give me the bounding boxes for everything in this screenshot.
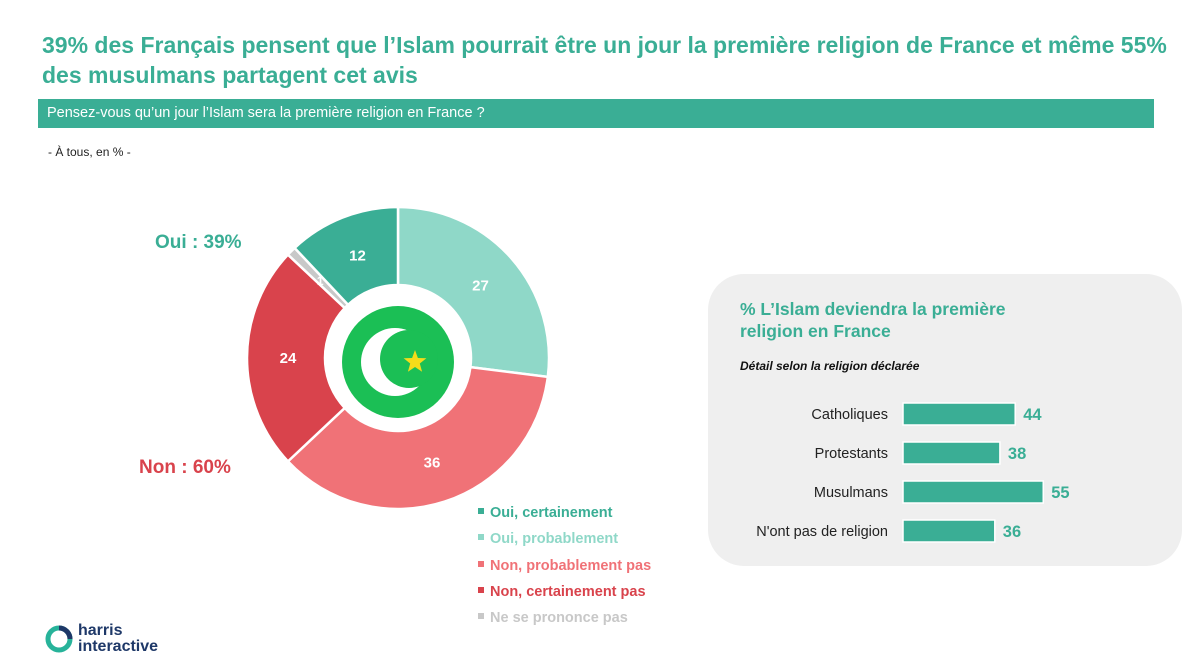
panel-subtitle: Détail selon la religion déclarée: [740, 359, 920, 373]
bar-category-label: N'ont pas de religion: [756, 524, 888, 540]
logo-ring-icon: [45, 625, 73, 653]
harris-interactive-logo: harris interactive: [45, 622, 185, 658]
donut-label-non-certainement-pas: 24: [280, 350, 297, 367]
legend-label: Non, certainement pas: [490, 583, 646, 600]
bar-category-label: Musulmans: [814, 485, 888, 501]
bar-value-label: 38: [1008, 445, 1026, 463]
question-text: Pensez-vous qu’un jour l’Islam sera la p…: [47, 105, 485, 121]
donut-slices: [245, 205, 551, 511]
legend-item-non-probablement-pas: Non, probablement pas: [478, 558, 651, 584]
oui-total-label: Oui : 39%: [155, 232, 242, 253]
legend-item-oui-certainement: Oui, certainement: [478, 505, 651, 531]
question-banner: Pensez-vous qu’un jour l’Islam sera la p…: [38, 99, 1154, 128]
panel-title: % L’Islam deviendra la première religion…: [740, 299, 1006, 341]
donut-slice-non-certainement-pas: [245, 252, 347, 464]
donut-label-oui-certainement: 12: [349, 248, 366, 265]
donut-labels: 27 36 24 1 12: [280, 248, 489, 472]
non-total-label: Non : 60%: [139, 457, 231, 478]
donut-slice-non-probablement-pas: [286, 365, 550, 511]
legend-swatch: [478, 560, 484, 567]
bar-value-label: 55: [1051, 484, 1069, 502]
legend-item-ne-se-prononce-pas: Ne se prononce pas: [478, 610, 651, 636]
legend-label: Non, probablement pas: [490, 557, 652, 574]
bar-protestants: [902, 441, 1001, 465]
legend-swatch: [478, 534, 484, 541]
logo-text: harris interactive: [78, 623, 158, 655]
legend-swatch: [478, 508, 484, 515]
chart-legend: Oui, certainement Oui, probablement Non, p…: [478, 505, 651, 636]
donut-label-non-probablement-pas: 36: [424, 455, 441, 472]
bar-catholiques: [902, 402, 1016, 426]
bar-n-ont-pas-de-religion: [902, 519, 996, 543]
donut-label-ne-se-prononce-pas: 1: [317, 274, 324, 288]
legend-swatch: [478, 613, 484, 620]
bar-musulmans: [902, 480, 1044, 504]
bar-category-label: Protestants: [815, 446, 888, 462]
legend-item-oui-probablement: Oui, probablement: [478, 531, 651, 557]
bar-value-label: 36: [1003, 523, 1021, 541]
legend-swatch: [478, 587, 484, 594]
logo-line-2: interactive: [78, 638, 159, 655]
legend-label: Oui, probablement: [490, 531, 619, 548]
donut-slice-oui-probablement: [396, 205, 551, 379]
legend-label: Oui, certainement: [490, 505, 613, 521]
legend-label: Ne se prononce pas: [490, 610, 628, 627]
page-title: 39% des Français pensent que l’Islam pou…: [42, 32, 1167, 88]
legend-item-non-certainement-pas: Non, certainement pas: [478, 584, 651, 610]
logo-line-1: harris: [78, 622, 123, 639]
donut-label-oui-probablement: 27: [472, 277, 489, 294]
bar-value-label: 44: [1023, 406, 1042, 424]
crescent-star-icon: [342, 306, 454, 418]
bar-series: Catholiques 44 Protestants 38 Musulmans 55 N'o…: [756, 402, 1070, 543]
base-note: - À tous, en % -: [48, 145, 131, 159]
star-icon: [403, 350, 427, 372]
bar-category-label: Catholiques: [811, 407, 888, 423]
donut-slice-oui-certainement: [292, 205, 400, 307]
